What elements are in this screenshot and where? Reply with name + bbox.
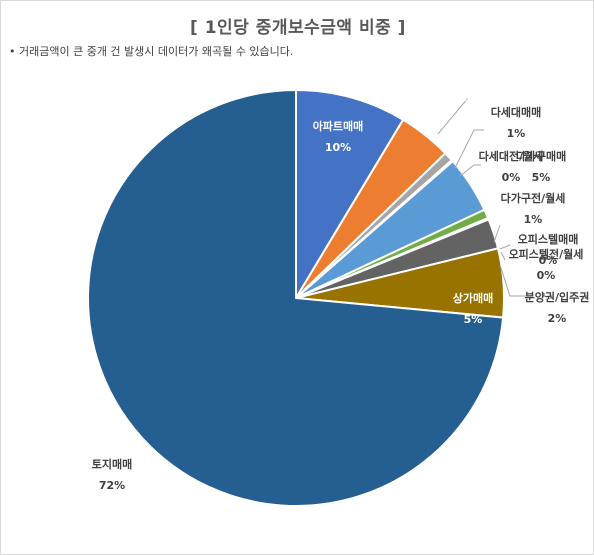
- leader-line-3: [493, 224, 501, 243]
- leader-line-0: [437, 97, 469, 135]
- pie-slice-0: [295, 88, 405, 302]
- leader-line-2: [459, 164, 481, 177]
- chart-title: [ 1인당 중개보수금액 비중 ]: [190, 18, 406, 38]
- slice-label-9: 상가매매: [453, 291, 493, 305]
- slice-label-10: 토지매매: [92, 457, 132, 471]
- slice-value-5: 1%: [524, 213, 543, 226]
- slice-label-0: 아파트매매: [313, 119, 364, 133]
- slice-value-1: 4%: [451, 91, 470, 104]
- slice-value-10: 72%: [99, 479, 125, 492]
- slice-label-1: 아파트전/월세: [428, 69, 493, 83]
- leader-line-6: [499, 264, 532, 297]
- slice-value-0: 10%: [325, 141, 351, 154]
- slice-label-6: 오피스텔매매: [518, 232, 579, 246]
- leader-line-1: [454, 129, 484, 169]
- slice-value-2: 1%: [507, 127, 526, 140]
- slice-value-6: 0%: [539, 254, 558, 267]
- slice-value-4: 5%: [532, 171, 551, 184]
- pie-slice-10: [87, 88, 505, 507]
- slice-value-8: 2%: [548, 312, 567, 325]
- slice-value-7: 0%: [537, 269, 556, 282]
- chart-note: • 거래금액이 큰 중개 건 발생시 데이터가 왜곡될 수 있습니다.: [9, 45, 294, 58]
- slice-label-5: 다가구전/월세: [501, 191, 566, 205]
- slice-value-3: 0%: [502, 171, 521, 184]
- slice-label-8: 분양권/입주권: [525, 290, 590, 304]
- slice-label-4: 다가구매매: [516, 149, 567, 163]
- slice-label-7: 오피스텔전/월세: [509, 247, 584, 261]
- slice-value-9: 5%: [464, 313, 483, 326]
- leader-line-4: [499, 244, 511, 250]
- slice-label-3: 다세대전/월세: [479, 149, 544, 163]
- leader-line-5: [500, 251, 506, 261]
- slice-label-2: 다세대매매: [491, 105, 542, 119]
